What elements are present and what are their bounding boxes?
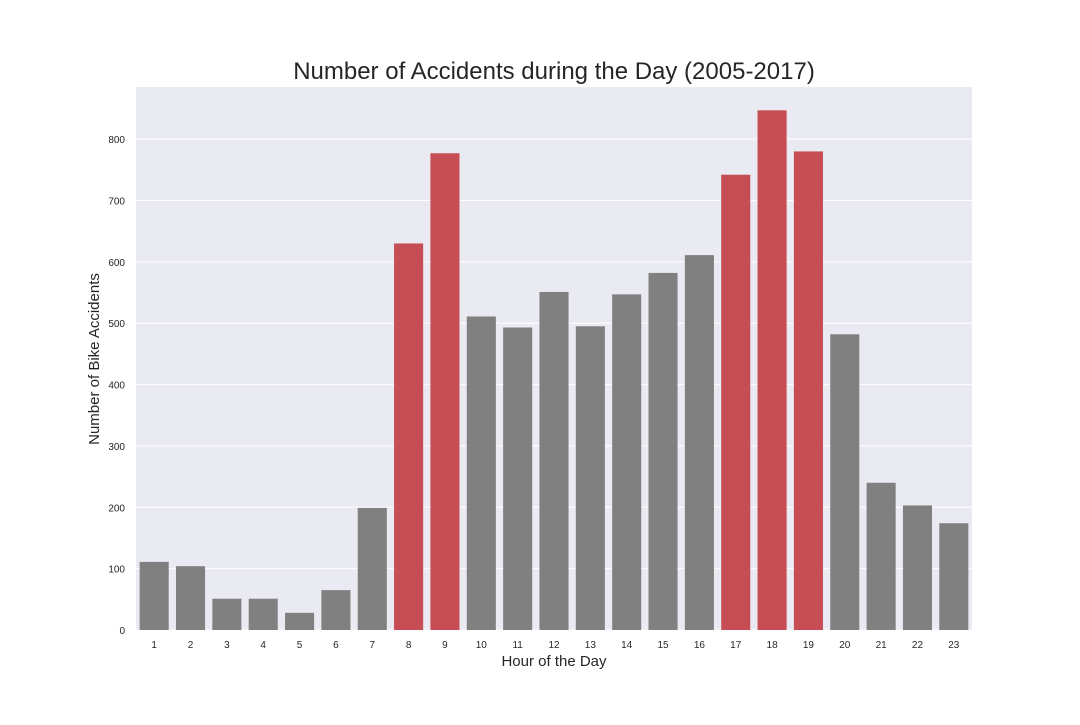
x-tick-label: 14	[621, 640, 633, 651]
chart-title: Number of Accidents during the Day (2005…	[293, 58, 815, 85]
x-tick-label: 6	[333, 640, 339, 651]
bar-hour-5	[285, 612, 315, 630]
bar-hour-8	[394, 243, 424, 630]
bar-hour-19	[793, 151, 823, 631]
bar-hour-22	[902, 505, 933, 630]
bar-hour-4	[248, 598, 278, 630]
y-axis-label: Number of Bike Accidents	[86, 273, 103, 445]
x-tick-label: 19	[803, 640, 815, 651]
bar-hour-18	[757, 110, 787, 631]
x-tick-label: 21	[876, 640, 888, 651]
x-tick-label: 1	[151, 640, 157, 651]
bar-hour-6	[321, 590, 351, 630]
bar-hour-2	[175, 566, 206, 630]
x-tick-label: 4	[260, 640, 266, 651]
bar-hour-3	[212, 598, 242, 630]
x-tick-label: 7	[369, 640, 375, 651]
bar-hour-7	[357, 507, 387, 630]
x-tick-label: 20	[839, 640, 851, 651]
bar-hour-1	[139, 561, 169, 630]
x-tick-label: 8	[406, 640, 412, 651]
x-tick-label: 9	[442, 640, 448, 651]
bar-hour-21	[866, 482, 896, 630]
y-tick-label: 600	[108, 258, 125, 269]
y-tick-label: 500	[108, 319, 125, 330]
bar-hour-23	[939, 523, 969, 630]
y-tick-label: 400	[108, 381, 125, 392]
y-tick-label: 800	[108, 135, 125, 146]
bar-hour-13	[575, 326, 605, 630]
x-tick-label: 11	[512, 640, 523, 651]
x-tick-label: 12	[548, 640, 560, 651]
x-axis-label: Hour of the Day	[501, 653, 607, 670]
bar-hour-15	[648, 272, 678, 630]
x-tick-label: 18	[767, 640, 779, 651]
bars	[139, 110, 969, 631]
x-tick-label: 16	[694, 640, 706, 651]
x-tick-label: 3	[224, 640, 230, 651]
x-tick-label: 5	[297, 640, 303, 651]
y-tick-label: 200	[108, 503, 125, 514]
x-tick-label: 23	[948, 640, 960, 651]
bar-hour-14	[612, 294, 642, 630]
x-tick-label: 13	[585, 640, 597, 651]
y-axis-ticks: 0 100 200 300 400 500 600 700 800	[108, 135, 125, 637]
x-axis-ticks: 1 2 3 4 5 6 7 8 9 10 11 12 13 14 15 16 17 18 19 20 21 22 23	[151, 640, 959, 651]
bar-hour-9	[430, 153, 460, 630]
bar-hour-12	[539, 291, 569, 630]
bar-hour-17	[721, 174, 751, 630]
bar-hour-20	[830, 334, 860, 630]
y-tick-label: 0	[119, 626, 125, 637]
y-tick-label: 100	[108, 565, 125, 576]
y-tick-label: 300	[108, 442, 125, 453]
bar-hour-10	[466, 316, 496, 630]
x-tick-label: 10	[476, 640, 488, 651]
x-tick-label: 2	[188, 640, 194, 651]
x-tick-label: 17	[730, 640, 742, 651]
x-tick-label: 22	[912, 640, 924, 651]
bar-hour-16	[684, 255, 714, 631]
bar-hour-11	[503, 327, 533, 630]
y-tick-label: 700	[108, 197, 125, 208]
x-tick-label: 15	[657, 640, 669, 651]
